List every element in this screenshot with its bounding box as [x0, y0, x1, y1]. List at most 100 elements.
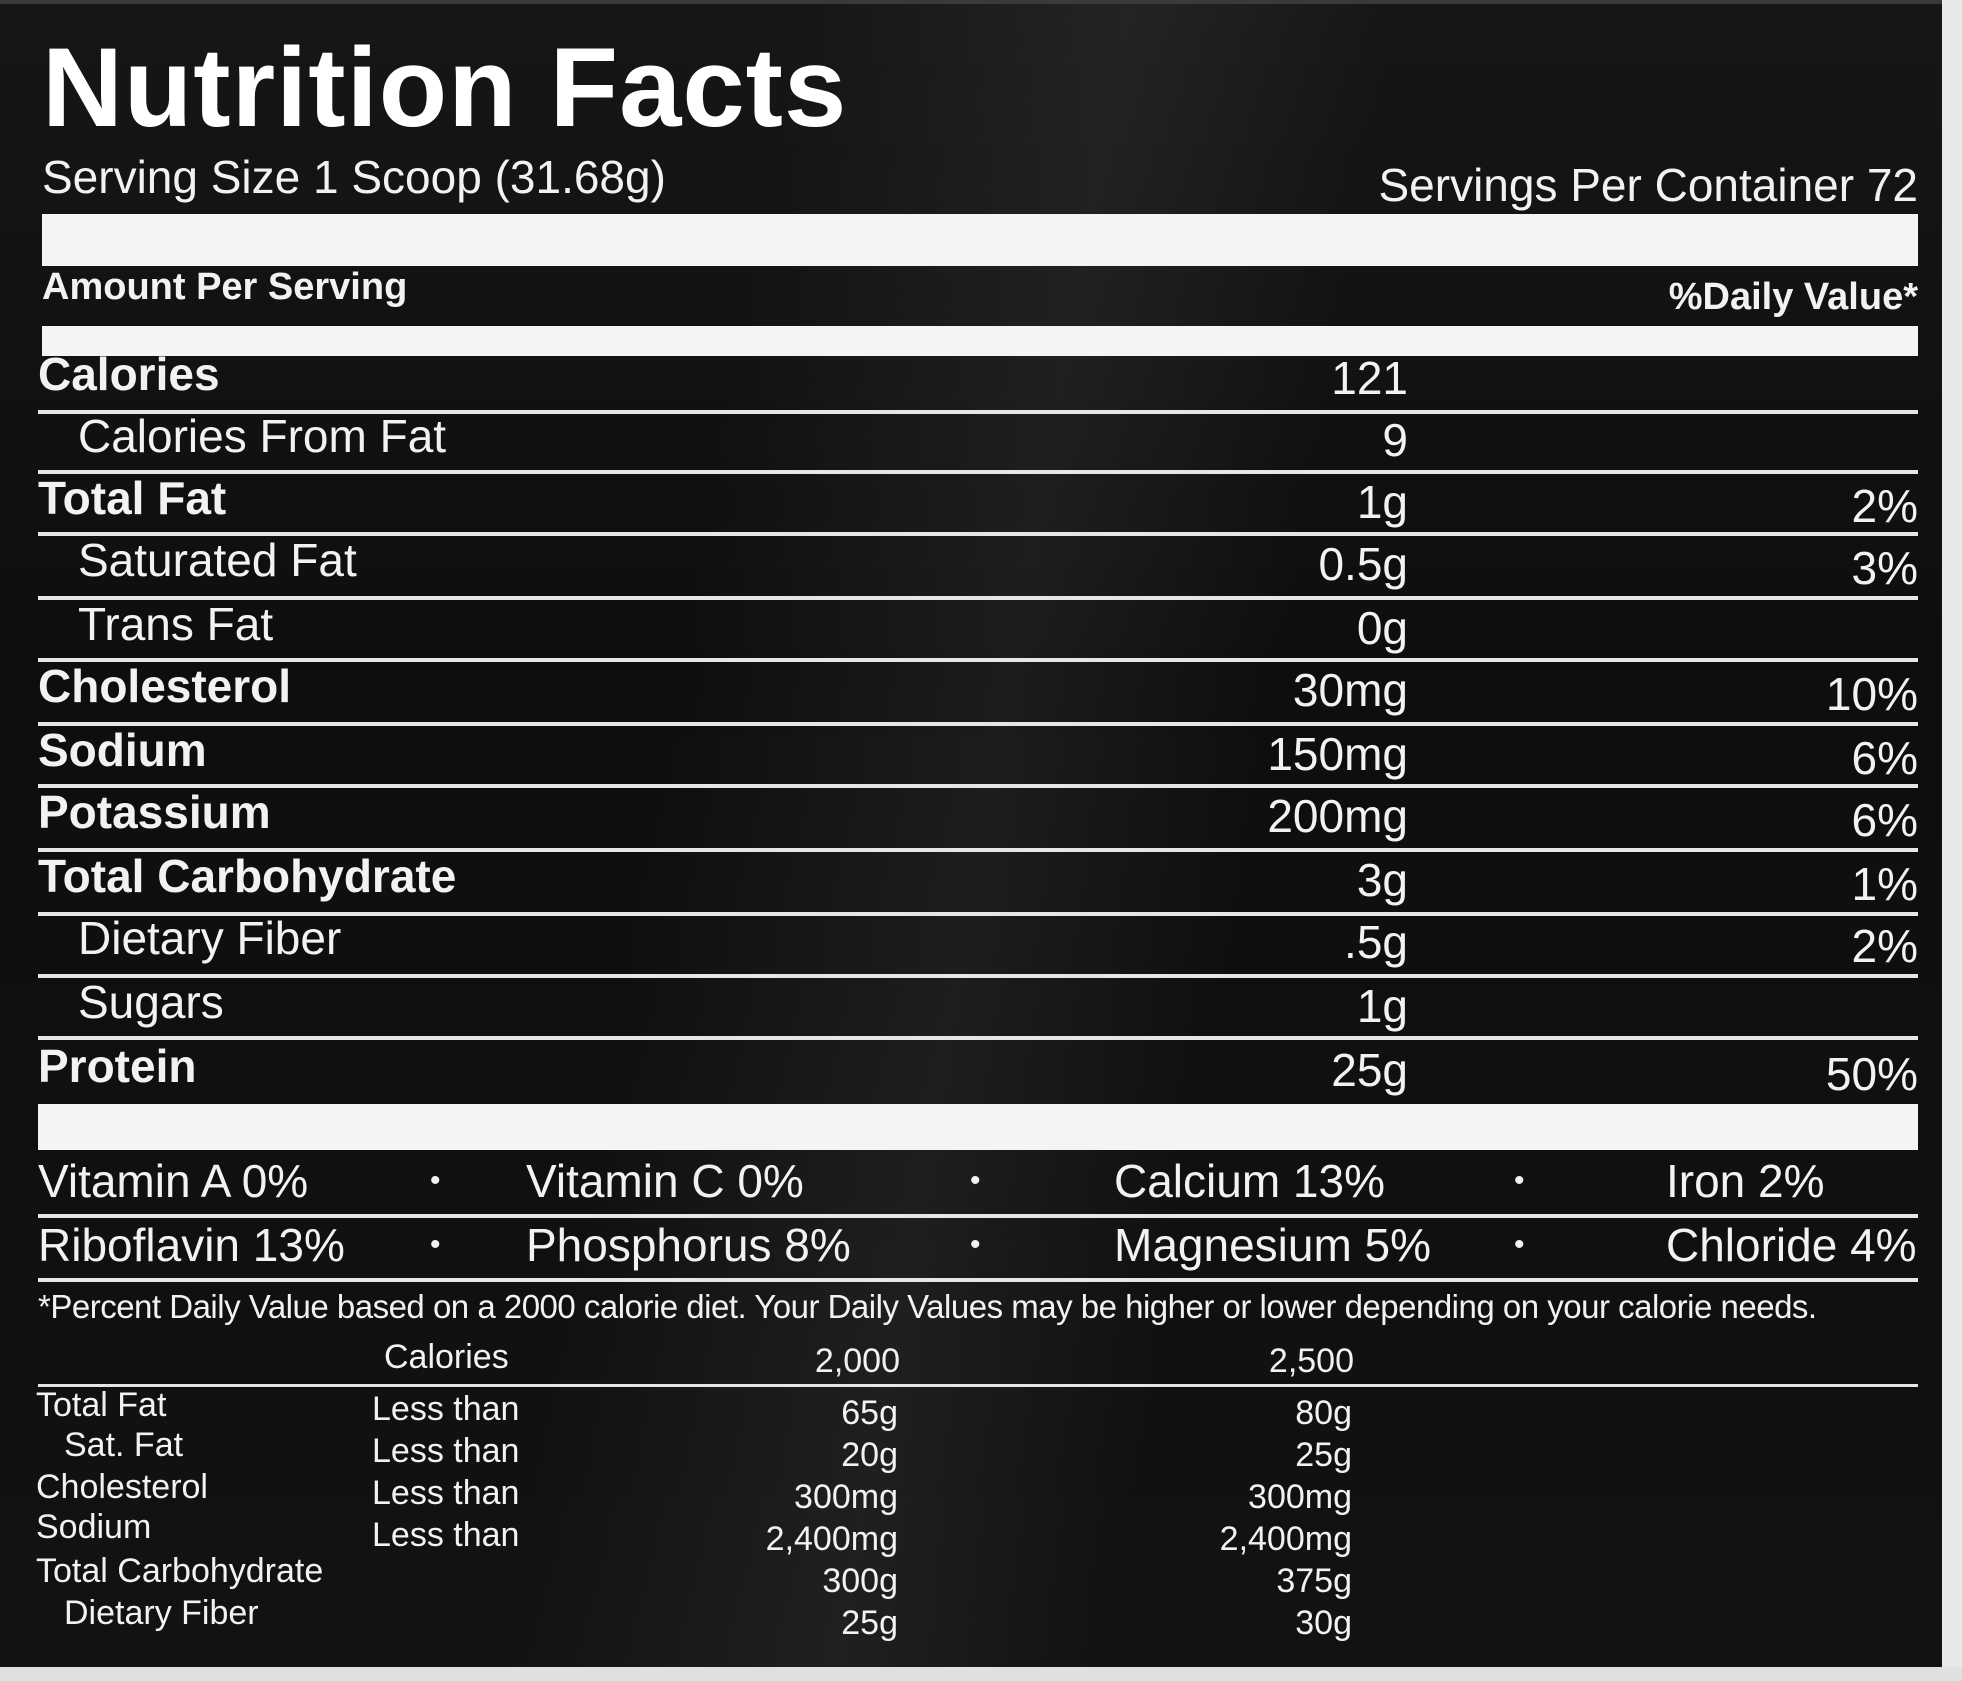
- nutrient-amount: 25g: [1331, 1044, 1408, 1096]
- table-row-col2: 25g: [1295, 1436, 1352, 1474]
- bullet-separator: •: [430, 1228, 441, 1261]
- nutrient-row: Sodium 150mg 6%: [38, 720, 1918, 784]
- bullet-separator: •: [430, 1164, 441, 1197]
- table-row-col1: 300g: [822, 1562, 898, 1600]
- nutrient-amount: .5g: [1344, 916, 1408, 968]
- table-row-col2: 375g: [1276, 1562, 1352, 1600]
- nutrient-name: Calories From Fat: [78, 410, 447, 462]
- table-header-col2: 2,500: [1268, 1342, 1354, 1380]
- nutrient-name: Sodium: [38, 724, 207, 776]
- nutrient-name: Protein: [38, 1040, 197, 1092]
- nutrient-amount: 0g: [1356, 602, 1408, 654]
- nutrient-row: Protein 25g 50%: [38, 1036, 1918, 1100]
- nutrient-name: Total Carbohydrate: [38, 850, 457, 902]
- table-row-name: Total Carbohydrate: [36, 1552, 324, 1590]
- table-row-name: Sat. Fat: [64, 1426, 184, 1464]
- nutrient-row: Sugars 1g: [38, 972, 1918, 1032]
- table-row-qualifier: Less than: [372, 1432, 520, 1470]
- row-divider: [38, 1278, 1918, 1282]
- vitamin-item: Riboflavin 13%: [38, 1219, 345, 1271]
- nutrient-amount: 3g: [1356, 854, 1408, 906]
- vitamin-item: Iron 2%: [1666, 1155, 1825, 1207]
- amount-per-serving-header: Amount Per Serving: [42, 266, 408, 308]
- nutrient-dv: 6%: [1851, 732, 1918, 784]
- nutrient-name: Calories: [38, 348, 220, 400]
- nutrient-amount: 0.5g: [1318, 538, 1408, 590]
- nutrient-row: Total Carbohydrate 3g 1%: [38, 846, 1918, 910]
- nutrient-dv: 2%: [1851, 480, 1918, 532]
- nutrient-row: Total Fat 1g 2%: [38, 468, 1918, 532]
- nutrient-dv: 6%: [1851, 794, 1918, 846]
- bullet-separator: •: [1514, 1164, 1525, 1197]
- nutrient-row: Trans Fat 0g: [38, 594, 1918, 654]
- nutrient-name: Sugars: [78, 976, 224, 1028]
- nutrient-amount: 121: [1331, 352, 1408, 404]
- nutrient-amount: 1g: [1356, 980, 1408, 1032]
- table-row-col1: 25g: [841, 1604, 898, 1642]
- table-row-col1: 300mg: [794, 1478, 898, 1516]
- nutrient-name: Saturated Fat: [78, 534, 357, 586]
- nutrient-row: Potassium 200mg 6%: [38, 782, 1918, 846]
- row-divider: [38, 658, 1918, 662]
- page-title: Nutrition Facts: [42, 25, 848, 150]
- vitamin-row: Vitamin A 0% • Vitamin C 0% • Calcium 13…: [38, 1152, 1918, 1210]
- row-divider: [38, 912, 1918, 916]
- row-divider: [38, 532, 1918, 536]
- table-row-name: Dietary Fiber: [64, 1594, 259, 1632]
- row-divider: [38, 784, 1918, 788]
- nutrient-dv: 2%: [1851, 920, 1918, 972]
- nutrient-dv: 50%: [1825, 1048, 1918, 1100]
- nutrient-name: Trans Fat: [78, 598, 274, 650]
- table-row-col2: 300mg: [1248, 1478, 1352, 1516]
- nutrient-row: Saturated Fat 0.5g 3%: [38, 530, 1918, 594]
- table-row-qualifier: Less than: [372, 1474, 520, 1512]
- vitamin-item: Vitamin C 0%: [526, 1155, 804, 1207]
- row-divider: [38, 1036, 1918, 1040]
- row-divider: [38, 974, 1918, 978]
- footnote: *Percent Daily Value based on a 2000 cal…: [38, 1288, 1817, 1325]
- nutrient-amount: 150mg: [1267, 728, 1408, 780]
- table-row-col2: 80g: [1295, 1394, 1352, 1432]
- nutrient-amount: 9: [1382, 414, 1408, 466]
- table-divider: [38, 1384, 1918, 1387]
- table-row-col1: 2,400mg: [765, 1520, 898, 1558]
- table-row-name: Cholesterol: [36, 1468, 208, 1506]
- bottom-edge: [0, 1667, 1962, 1681]
- nutrient-row: Calories 121: [38, 344, 1918, 404]
- row-divider: [38, 470, 1918, 474]
- vitamin-item: Calcium 13%: [1114, 1155, 1385, 1207]
- nutrient-row: Calories From Fat 9: [38, 406, 1918, 466]
- table-row-qualifier: Less than: [372, 1390, 520, 1428]
- nutrient-dv: 10%: [1825, 668, 1918, 720]
- nutrient-name: Total Fat: [38, 472, 227, 524]
- vitamin-item: Vitamin A 0%: [38, 1155, 309, 1207]
- medium-divider: [42, 326, 1918, 356]
- table-row-qualifier: Less than: [372, 1516, 520, 1554]
- row-divider: [38, 848, 1918, 852]
- thick-divider: [42, 214, 1918, 266]
- vitamin-item: Phosphorus 8%: [526, 1219, 851, 1271]
- table-row-col1: 65g: [841, 1394, 898, 1432]
- bullet-separator: •: [1514, 1228, 1525, 1261]
- table-header-col1: 2,000: [814, 1342, 900, 1380]
- row-divider: [38, 1214, 1918, 1218]
- nutrient-name: Potassium: [38, 786, 271, 838]
- nutrient-amount: 1g: [1356, 476, 1408, 528]
- table-row-name: Total Fat: [36, 1386, 167, 1424]
- top-edge: [0, 0, 1962, 4]
- vitamin-item: Chloride 4%: [1666, 1219, 1917, 1271]
- row-divider: [38, 722, 1918, 726]
- nutrient-dv: 1%: [1851, 858, 1918, 910]
- table-row-col1: 20g: [841, 1436, 898, 1474]
- vitamin-item: Magnesium 5%: [1114, 1219, 1432, 1271]
- nutrient-row: Dietary Fiber .5g 2%: [38, 908, 1918, 972]
- table-row-name: Sodium: [36, 1508, 152, 1546]
- bullet-separator: •: [970, 1228, 981, 1261]
- row-divider: [38, 410, 1918, 414]
- table-header-label: Calories: [384, 1338, 509, 1376]
- table-row-col2: 2,400mg: [1219, 1520, 1352, 1558]
- nutrient-dv: 3%: [1851, 542, 1918, 594]
- nutrient-name: Cholesterol: [38, 660, 292, 712]
